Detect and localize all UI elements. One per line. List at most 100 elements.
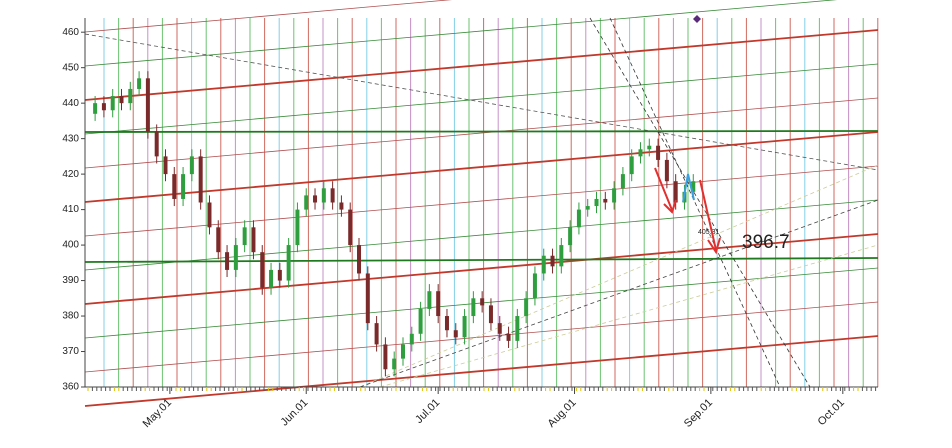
gann-line xyxy=(84,0,838,67)
candle-body xyxy=(383,344,388,370)
gann-line xyxy=(84,165,879,237)
gann-lines xyxy=(84,0,879,407)
candle-body xyxy=(594,198,599,207)
gann-line xyxy=(84,199,879,271)
x-tick-label: Aug.01 xyxy=(546,397,579,430)
candle-body xyxy=(444,316,449,331)
candle-body xyxy=(541,255,546,274)
y-tick-label: 400 xyxy=(62,240,79,251)
candle-body xyxy=(497,323,502,334)
candle-body xyxy=(471,298,476,317)
candle-body xyxy=(216,227,221,253)
candle-body xyxy=(260,252,265,288)
candle-body xyxy=(568,227,573,246)
candle-body xyxy=(269,269,274,288)
price-annotation: 396.7 xyxy=(742,232,790,253)
gann-line xyxy=(84,335,879,407)
y-tick-label: 440 xyxy=(62,98,79,109)
candle-body xyxy=(357,245,362,274)
candle-body xyxy=(656,145,661,160)
candle-body xyxy=(400,344,405,359)
candle-body xyxy=(427,291,432,309)
dashed-line xyxy=(359,199,879,388)
candle-body xyxy=(101,103,106,111)
candle-body xyxy=(198,156,203,203)
candle-body xyxy=(154,131,159,157)
candle-body xyxy=(145,78,150,132)
candle-body xyxy=(189,156,194,175)
gann-line xyxy=(84,97,879,169)
candle-body xyxy=(172,174,177,199)
candle-body xyxy=(524,298,529,317)
x-tick-label: Sep.01 xyxy=(682,397,715,430)
gann-line xyxy=(84,63,879,135)
gann-line xyxy=(84,131,879,203)
candle-body xyxy=(629,156,634,175)
axes: 360 370 380 390 400 410 420 430 440 450 460 May.01 J… xyxy=(62,18,878,430)
candle-body xyxy=(225,252,230,270)
arrow xyxy=(699,179,717,251)
arrow xyxy=(654,167,673,211)
candle-body xyxy=(304,195,309,210)
x-tick-label: Jul.01 xyxy=(413,397,442,426)
dashed-line xyxy=(84,33,879,171)
candle-body xyxy=(453,330,458,338)
candle-body xyxy=(374,323,379,345)
marker xyxy=(693,15,701,23)
candle-body xyxy=(251,227,256,253)
y-tick-label: 370 xyxy=(62,346,79,357)
y-tick-label: 450 xyxy=(62,62,79,73)
candle-body xyxy=(207,202,212,228)
candle-body xyxy=(137,78,142,89)
candle-body xyxy=(163,156,168,175)
candle-body xyxy=(506,333,511,341)
candle-body xyxy=(277,269,282,281)
candle-body xyxy=(339,202,344,210)
candle-body xyxy=(93,103,98,114)
horizontal-level xyxy=(84,130,879,133)
candle-body xyxy=(532,273,537,299)
dashed-line xyxy=(589,17,811,388)
candle-body xyxy=(119,96,124,104)
y-tick-label: 420 xyxy=(62,169,79,180)
gann-line xyxy=(84,233,879,305)
candle-body xyxy=(488,305,493,324)
dashed-line xyxy=(379,244,879,388)
candle-body xyxy=(409,333,414,345)
x-tick-label: Oct.01 xyxy=(816,397,847,428)
candle-body xyxy=(638,149,643,157)
arrow xyxy=(682,173,695,203)
candle-body xyxy=(559,245,564,267)
candle-body xyxy=(480,298,485,306)
candle-body xyxy=(436,291,441,317)
candle-body xyxy=(620,174,625,189)
candle-body xyxy=(110,96,115,111)
y-tick-label: 380 xyxy=(62,311,79,322)
y-tick-label: 360 xyxy=(62,382,79,393)
x-tick-label: May.01 xyxy=(141,397,174,430)
y-tick-label: 410 xyxy=(62,204,79,215)
candle-body xyxy=(612,188,617,203)
candle-body xyxy=(603,198,608,203)
candle-body xyxy=(242,227,247,246)
candle-body xyxy=(330,188,335,203)
candle-body xyxy=(515,316,520,341)
candle-body xyxy=(321,188,326,203)
candle-body xyxy=(462,316,467,338)
candle-body xyxy=(392,358,397,370)
y-tick-label: 430 xyxy=(62,133,79,144)
y-tick-label: 460 xyxy=(62,27,79,38)
candle-body xyxy=(286,245,291,281)
candle-body xyxy=(673,181,678,203)
candle-body xyxy=(348,209,353,246)
level-annotation: 405.31 xyxy=(698,229,720,236)
candle-body xyxy=(365,273,370,324)
candles xyxy=(93,71,696,377)
candle-body xyxy=(576,209,581,228)
horizontal-level xyxy=(84,257,879,263)
dashed-line xyxy=(609,17,781,388)
arrow xyxy=(707,237,721,255)
x-tick-label: Jun.01 xyxy=(279,397,311,429)
